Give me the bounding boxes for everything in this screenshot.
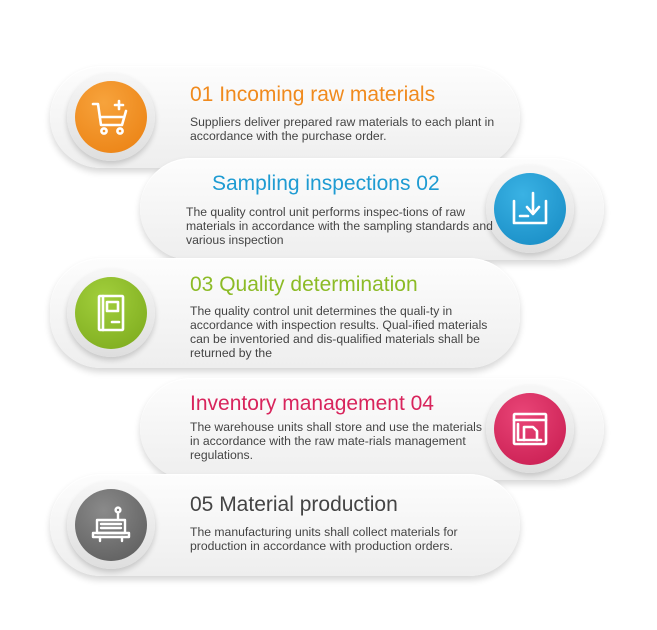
download-tray-icon bbox=[512, 191, 548, 225]
step-4-description: The warehouse units shall store and use … bbox=[190, 420, 482, 462]
step-5-badge bbox=[67, 481, 155, 569]
step-5-title: 05 Material production bbox=[190, 493, 398, 516]
step-3-title: 03 Quality determination bbox=[190, 273, 418, 296]
shopping-cart-plus-icon bbox=[91, 99, 128, 135]
step-3-badge bbox=[67, 269, 155, 357]
production-machine-icon bbox=[91, 506, 131, 543]
step-1-badge bbox=[67, 73, 155, 161]
step-2-title: Sampling inspections 02 bbox=[212, 172, 440, 195]
window-document-icon bbox=[512, 412, 548, 446]
step-3-description: The quality control unit determines the … bbox=[190, 304, 488, 360]
step-2-description: The quality control unit performs inspec… bbox=[186, 205, 493, 247]
step-4-badge bbox=[486, 385, 574, 473]
step-4-title: Inventory management 04 bbox=[190, 392, 434, 415]
step-5-description: The manufacturing units shall collect ma… bbox=[190, 525, 458, 553]
step-1-title: 01 Incoming raw materials bbox=[190, 83, 436, 106]
step-1-description: Suppliers deliver prepared raw materials… bbox=[190, 115, 495, 143]
step-2-badge bbox=[486, 165, 574, 253]
document-book-icon bbox=[97, 294, 125, 332]
